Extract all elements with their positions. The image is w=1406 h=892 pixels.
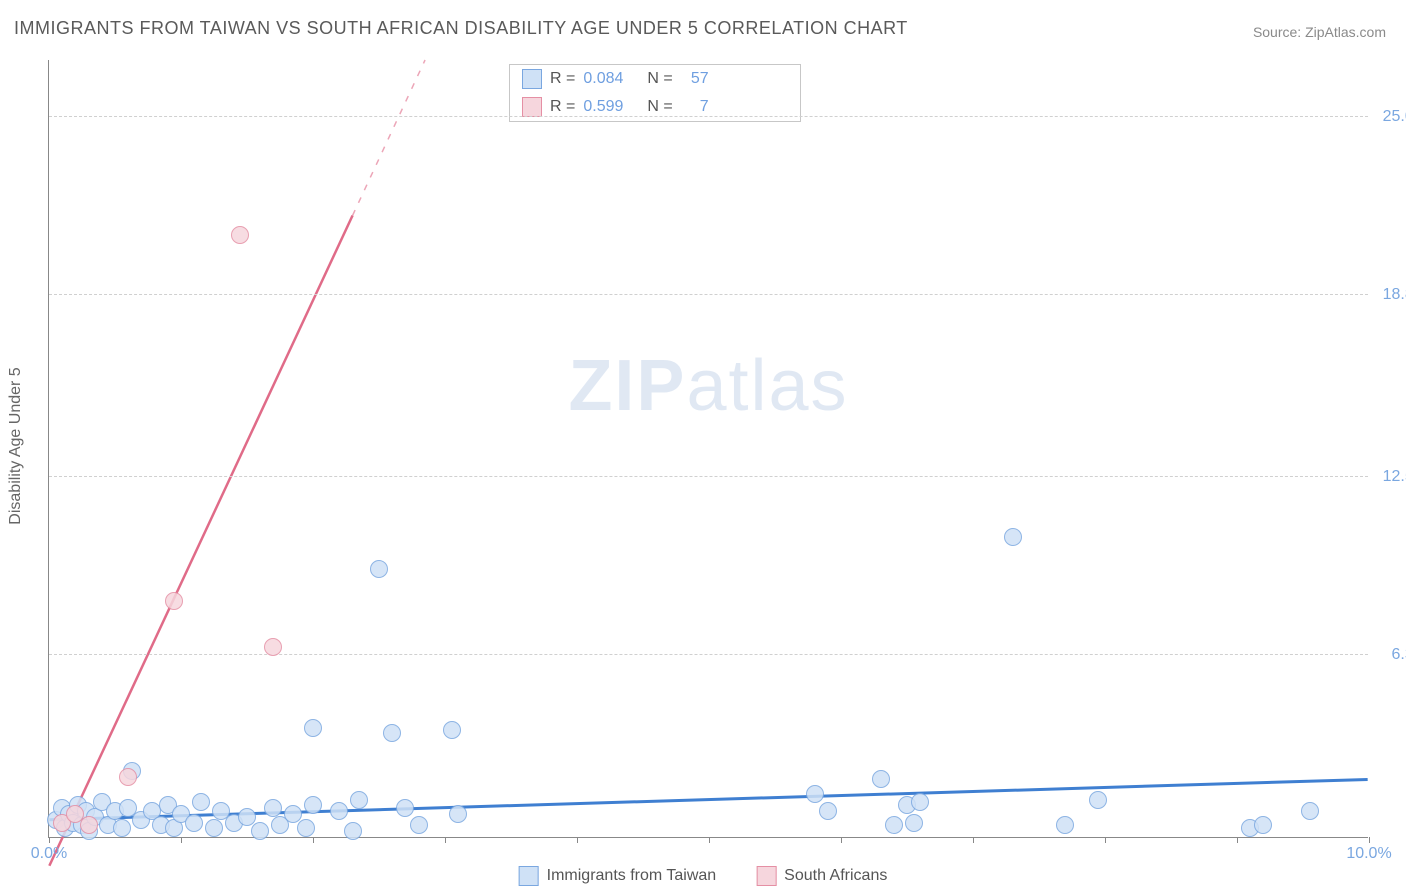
legend-n-label: N = (647, 70, 672, 88)
bottom-legend-item: Immigrants from Taiwan (519, 866, 717, 886)
x-tick (1105, 837, 1106, 843)
data-point (1301, 802, 1319, 820)
bottom-legend-label: South Africans (784, 867, 887, 885)
data-point (911, 793, 929, 811)
data-point (185, 814, 203, 832)
stats-legend: R = 0.084 N = 57 R = 0.599 N = 7 (509, 64, 801, 122)
y-tick-label: 12.5% (1373, 468, 1406, 486)
data-point (251, 822, 269, 840)
data-point (165, 592, 183, 610)
x-tick (841, 837, 842, 843)
data-point (819, 802, 837, 820)
data-point (1004, 528, 1022, 546)
source-label: Source: ZipAtlas.com (1253, 24, 1386, 40)
data-point (304, 796, 322, 814)
stats-legend-row: R = 0.599 N = 7 (510, 93, 800, 121)
data-point (80, 816, 98, 834)
y-tick-label: 6.3% (1373, 646, 1406, 664)
gridline-h (49, 654, 1368, 655)
data-point (205, 819, 223, 837)
data-point (344, 822, 362, 840)
data-point (1254, 816, 1272, 834)
data-point (806, 785, 824, 803)
data-point (119, 768, 137, 786)
data-point (396, 799, 414, 817)
legend-n-value: 7 (681, 98, 709, 116)
bottom-legend-label: Immigrants from Taiwan (547, 867, 717, 885)
data-point (297, 819, 315, 837)
data-point (284, 805, 302, 823)
watermark-rest: atlas (686, 346, 848, 426)
y-tick-label: 25.0% (1373, 108, 1406, 126)
watermark-bold: ZIP (568, 346, 686, 426)
data-point (410, 816, 428, 834)
gridline-h (49, 476, 1368, 477)
data-point (264, 638, 282, 656)
stats-legend-row: R = 0.084 N = 57 (510, 65, 800, 93)
data-point (1056, 816, 1074, 834)
legend-r-value: 0.084 (583, 70, 639, 88)
data-point (231, 226, 249, 244)
data-point (264, 799, 282, 817)
legend-n-label: N = (647, 98, 672, 116)
data-point (443, 721, 461, 739)
x-tick (445, 837, 446, 843)
data-point (370, 560, 388, 578)
y-axis-label: Disability Age Under 5 (7, 367, 25, 524)
x-tick (1369, 837, 1370, 843)
data-point (872, 770, 890, 788)
legend-n-value: 57 (681, 70, 709, 88)
legend-swatch (756, 866, 776, 886)
chart-title: IMMIGRANTS FROM TAIWAN VS SOUTH AFRICAN … (14, 18, 908, 39)
x-tick (49, 837, 50, 843)
x-tick (577, 837, 578, 843)
data-point (905, 814, 923, 832)
x-tick (1237, 837, 1238, 843)
trend-lines-svg (49, 60, 1368, 837)
data-point (449, 805, 467, 823)
data-point (330, 802, 348, 820)
plot-area: ZIPatlas R =0.084N =57R =0.599N =7 6.3%1… (48, 60, 1368, 838)
data-point (383, 724, 401, 742)
bottom-legend-item: South Africans (756, 866, 887, 886)
data-point (304, 719, 322, 737)
legend-r-label: R = (550, 70, 575, 88)
legend-swatch (522, 69, 542, 89)
legend-swatch (519, 866, 539, 886)
legend-swatch (522, 97, 542, 117)
data-point (350, 791, 368, 809)
x-tick (973, 837, 974, 843)
watermark: ZIPatlas (568, 345, 848, 427)
legend-r-label: R = (550, 98, 575, 116)
data-point (192, 793, 210, 811)
data-point (1089, 791, 1107, 809)
gridline-h (49, 294, 1368, 295)
gridline-h (49, 116, 1368, 117)
legend-r-value: 0.599 (583, 98, 639, 116)
data-point (885, 816, 903, 834)
data-point (238, 808, 256, 826)
bottom-legend: Immigrants from Taiwan South Africans (519, 866, 888, 886)
x-tick-label: 10.0% (1346, 845, 1391, 863)
data-point (113, 819, 131, 837)
y-tick-label: 18.8% (1373, 286, 1406, 304)
x-tick (709, 837, 710, 843)
x-tick (313, 837, 314, 843)
x-tick (181, 837, 182, 843)
x-tick-label: 0.0% (31, 845, 67, 863)
